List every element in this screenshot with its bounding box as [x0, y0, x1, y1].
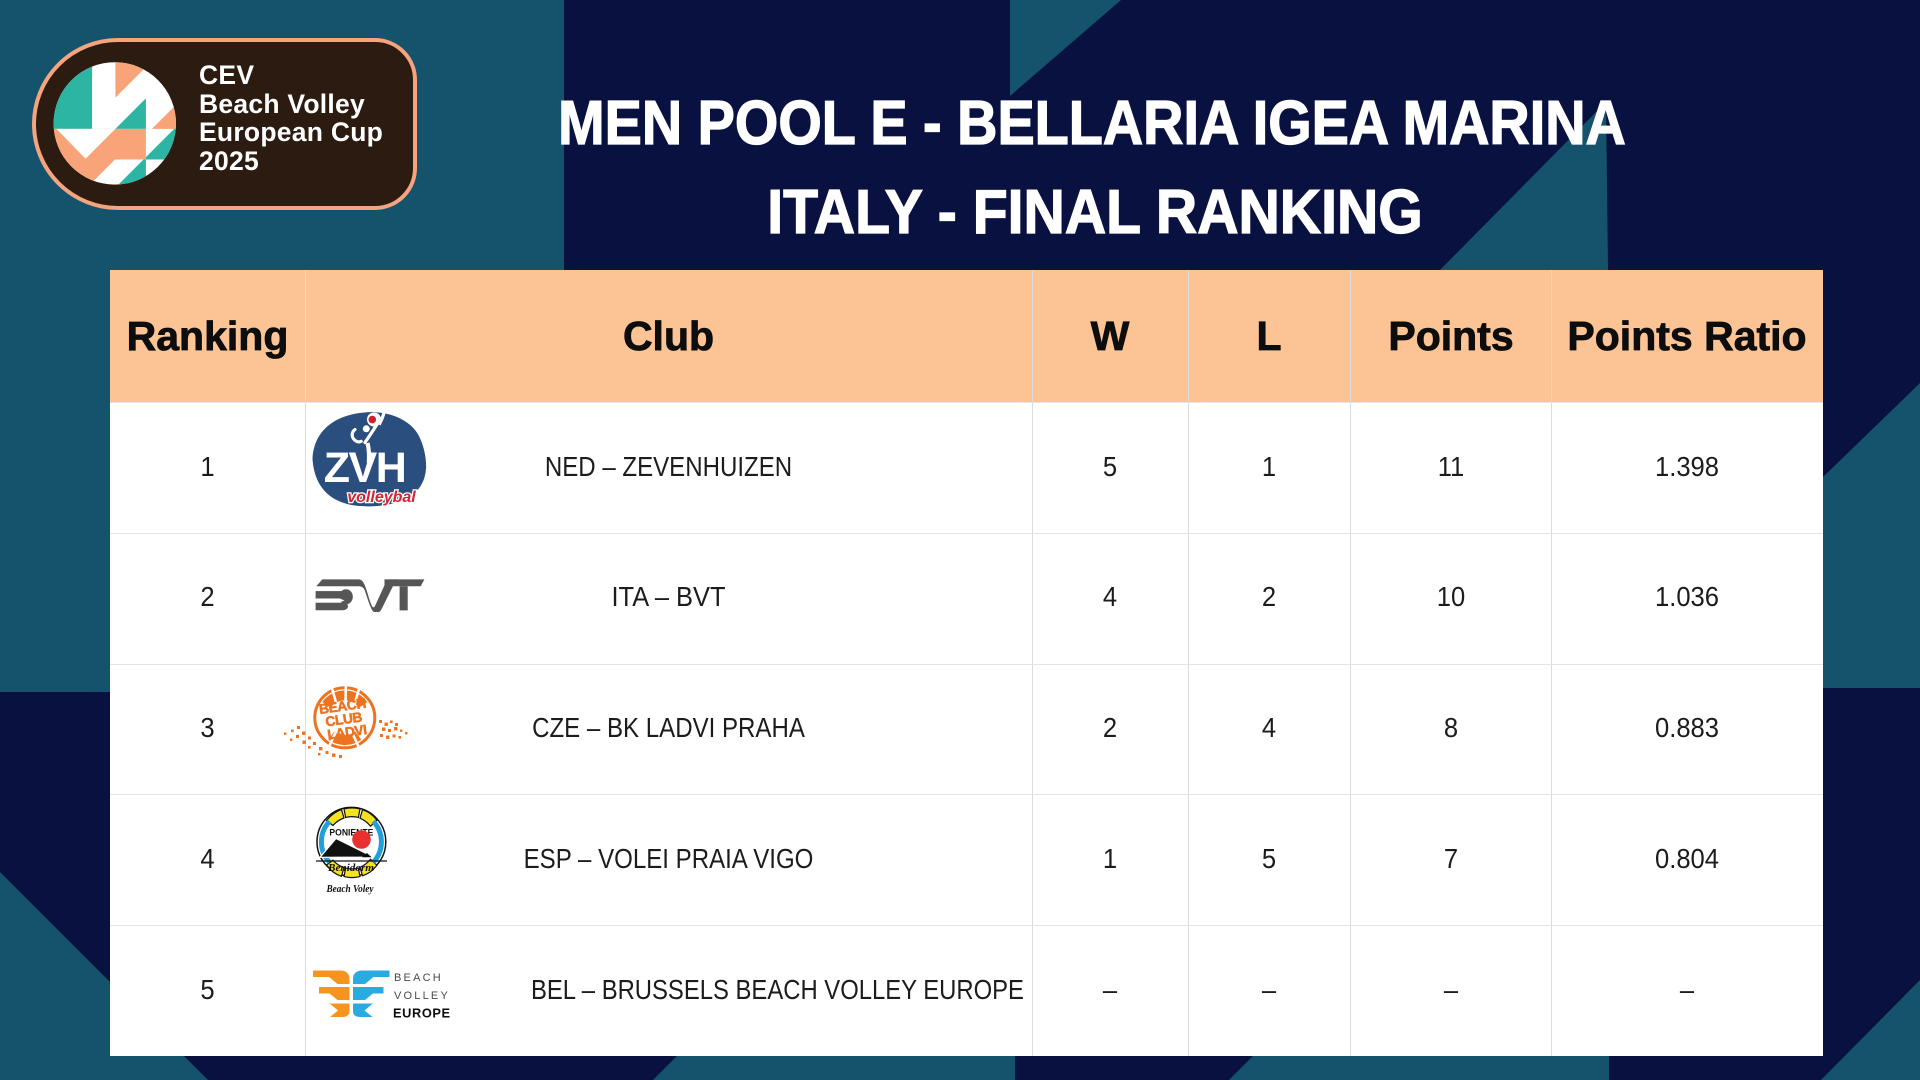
svg-text:EUROPE: EUROPE [393, 1006, 451, 1021]
svg-text:Beach Voley: Beach Voley [326, 884, 374, 895]
svg-text:volleybal: volleybal [347, 489, 416, 506]
svg-text:VOLLEY: VOLLEY [394, 990, 450, 1002]
svg-text:BEACH: BEACH [394, 972, 443, 984]
svg-text:BEACH: BEACH [318, 696, 367, 717]
svg-text:Benidorm: Benidorm [327, 863, 374, 874]
svg-text:ZVH: ZVH [324, 444, 406, 492]
svg-text:CLUB: CLUB [324, 709, 363, 729]
svg-text:PONIENTE: PONIENTE [329, 828, 374, 839]
svg-text:LADVI: LADVI [326, 722, 367, 742]
